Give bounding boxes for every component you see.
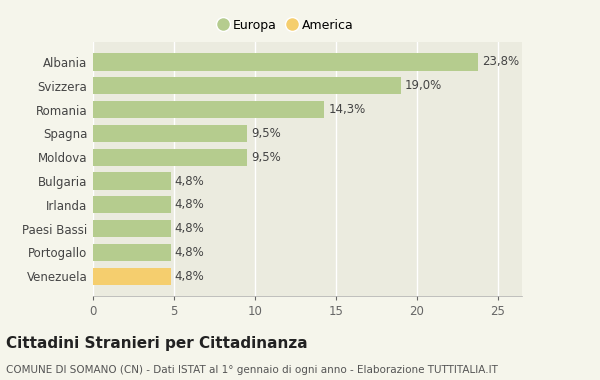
Bar (93, 220, 171, 237)
Text: 4,8%: 4,8% (175, 246, 205, 259)
Bar (93, 53, 478, 71)
Text: 19,0%: 19,0% (404, 79, 442, 92)
Text: 9,5%: 9,5% (251, 151, 281, 164)
Bar (93, 244, 171, 261)
Text: 4,8%: 4,8% (175, 198, 205, 211)
Bar (93, 173, 171, 190)
Text: 14,3%: 14,3% (329, 103, 366, 116)
Text: Cittadini Stranieri per Cittadinanza: Cittadini Stranieri per Cittadinanza (6, 336, 308, 351)
Legend: Europa, America: Europa, America (214, 15, 358, 35)
Text: COMUNE DI SOMANO (CN) - Dati ISTAT al 1° gennaio di ogni anno - Elaborazione TUT: COMUNE DI SOMANO (CN) - Dati ISTAT al 1°… (6, 365, 498, 375)
Text: 4,8%: 4,8% (175, 222, 205, 235)
Bar (93, 125, 247, 142)
Text: 4,8%: 4,8% (175, 270, 205, 283)
Bar (93, 268, 171, 285)
Text: 9,5%: 9,5% (251, 127, 281, 140)
Bar (93, 196, 171, 214)
Bar (93, 101, 325, 118)
Text: 4,8%: 4,8% (175, 174, 205, 187)
Text: 23,8%: 23,8% (482, 55, 520, 68)
Bar (93, 77, 401, 94)
Bar (93, 149, 247, 166)
